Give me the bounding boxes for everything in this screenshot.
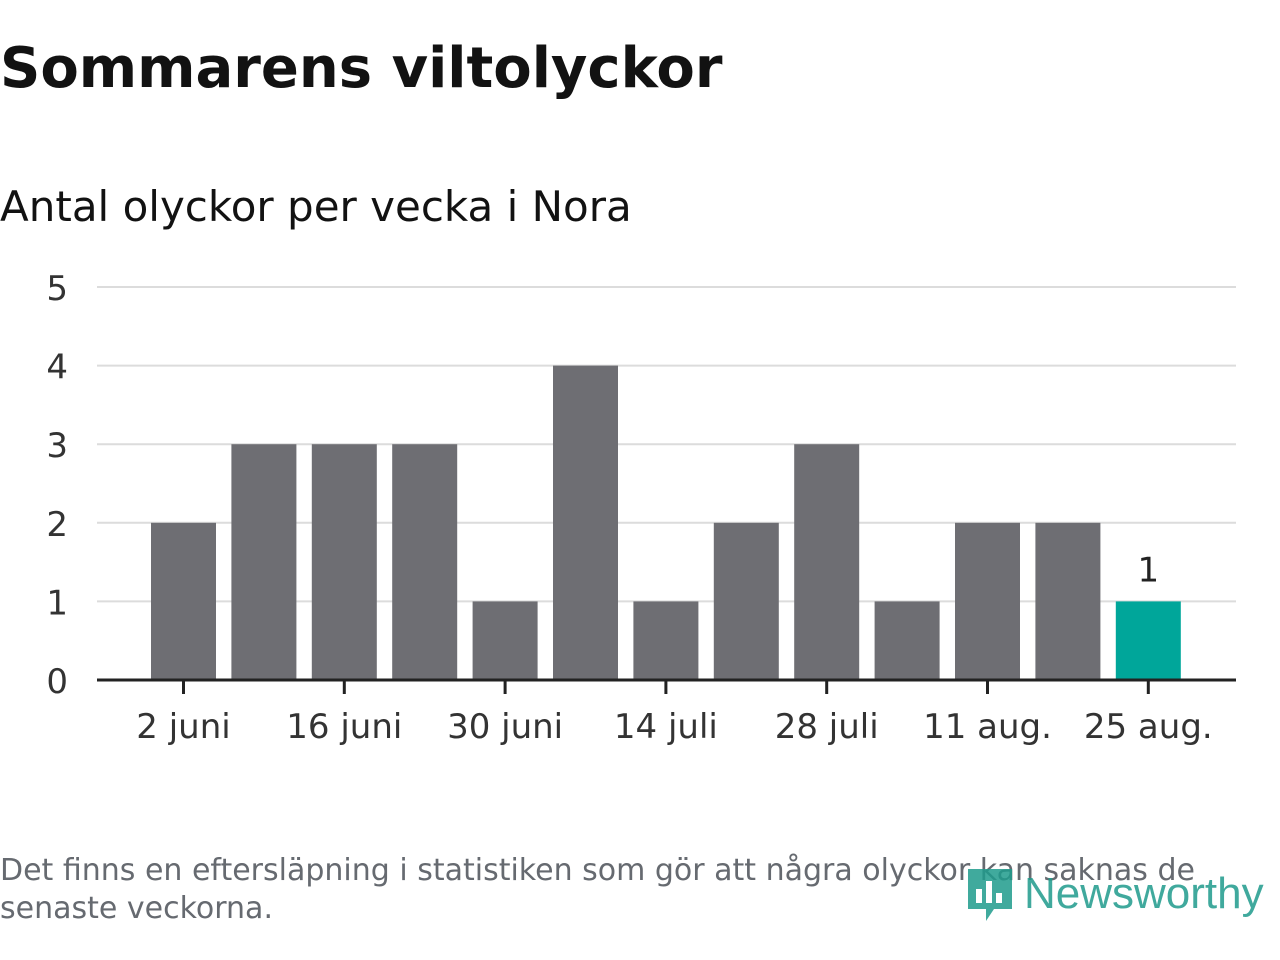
y-tick-label: 1	[46, 583, 68, 623]
bar-chart: 0 1 2 3 4 5 2 juni 16 juni 30 juni 14 juli 28 jul…	[46, 269, 1236, 747]
bar	[311, 444, 377, 680]
data-label: 1	[1137, 550, 1159, 590]
bar	[794, 444, 860, 680]
chart-subtitle: Antal olyckor per vecka i Nora	[0, 182, 632, 231]
annotations: 1	[1137, 550, 1159, 590]
x-tick-label: 16 juni	[286, 707, 402, 747]
bar-highlight	[1115, 601, 1181, 680]
x-tick-label: 28 juli	[775, 707, 879, 747]
y-tick-label: 2	[46, 505, 68, 545]
y-tick-label: 4	[46, 348, 68, 388]
bar	[472, 601, 538, 680]
x-tick-label: 25 aug.	[1084, 707, 1213, 747]
logo-text: Newsworthy	[1024, 869, 1264, 918]
y-tick-label: 5	[46, 269, 68, 309]
bar	[633, 601, 699, 680]
bar	[1035, 522, 1101, 680]
x-tick-label: 2 juni	[136, 707, 230, 747]
x-axis: 2 juni 16 juni 30 juni 14 juli 28 juli 11 aug…	[97, 678, 1236, 747]
bar-chart-logo-icon	[968, 869, 1012, 921]
x-tick-label: 11 aug.	[923, 707, 1052, 747]
bar	[231, 444, 297, 680]
bars	[151, 365, 1181, 680]
y-axis-ticks: 0 1 2 3 4 5	[46, 269, 68, 702]
chart-title: Sommarens viltolyckor	[0, 36, 723, 101]
bar	[553, 365, 618, 680]
x-tick-label: 30 juni	[447, 707, 563, 747]
newsworthy-logo: Newsworthy	[964, 862, 1264, 926]
y-tick-label: 3	[46, 426, 68, 466]
bar	[955, 522, 1020, 680]
bar	[713, 522, 779, 680]
bar	[151, 522, 216, 680]
x-tick-label: 14 juli	[614, 707, 718, 747]
bar	[392, 444, 458, 680]
bar	[874, 601, 940, 680]
y-tick-label: 0	[46, 662, 68, 702]
